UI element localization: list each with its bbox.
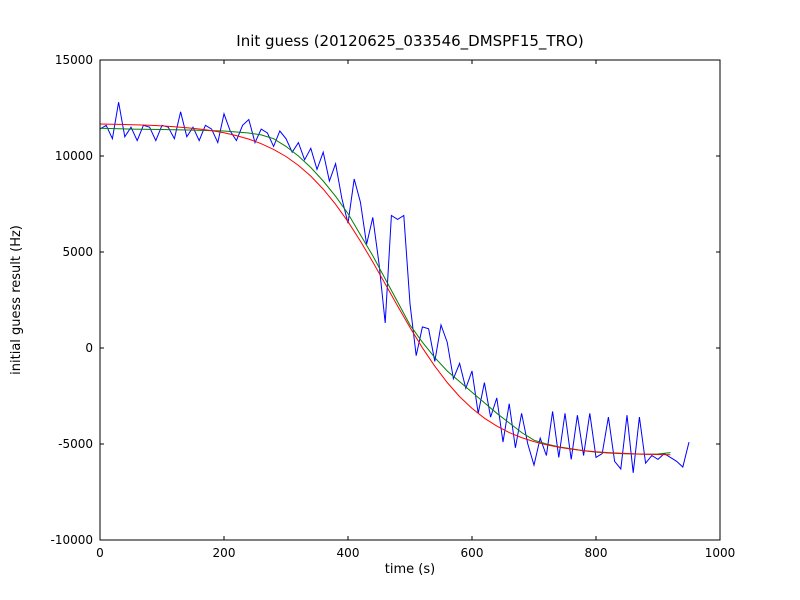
x-tick-label: 600 xyxy=(461,546,484,560)
x-axis-label: time (s) xyxy=(385,562,435,577)
x-tick-label: 800 xyxy=(585,546,608,560)
y-tick-label: 10000 xyxy=(55,149,93,163)
x-tick-label: 200 xyxy=(213,546,236,560)
series-red-line xyxy=(99,123,671,456)
axes-frame xyxy=(99,59,721,541)
y-tick-label: 5000 xyxy=(62,245,93,259)
x-tick-label: 0 xyxy=(96,546,104,560)
series-green-line xyxy=(99,127,671,455)
x-tick-label: 1000 xyxy=(705,546,736,560)
y-axis-label: initial guess result (Hz) xyxy=(9,225,24,375)
y-tick-label: 0 xyxy=(85,341,93,355)
series-blue-line xyxy=(99,102,690,473)
y-tick-label: -5000 xyxy=(58,437,93,451)
plot-area: 0 200 400 600 800 1000 -10000 -5000 0 5000 10000 15… xyxy=(50,53,735,560)
y-tick-label: -10000 xyxy=(50,533,93,547)
x-tick-label: 400 xyxy=(337,546,360,560)
y-tick-label: 15000 xyxy=(55,53,93,67)
chart-title: Init guess (20120625_033546_DMSPF15_TRO) xyxy=(236,32,583,51)
